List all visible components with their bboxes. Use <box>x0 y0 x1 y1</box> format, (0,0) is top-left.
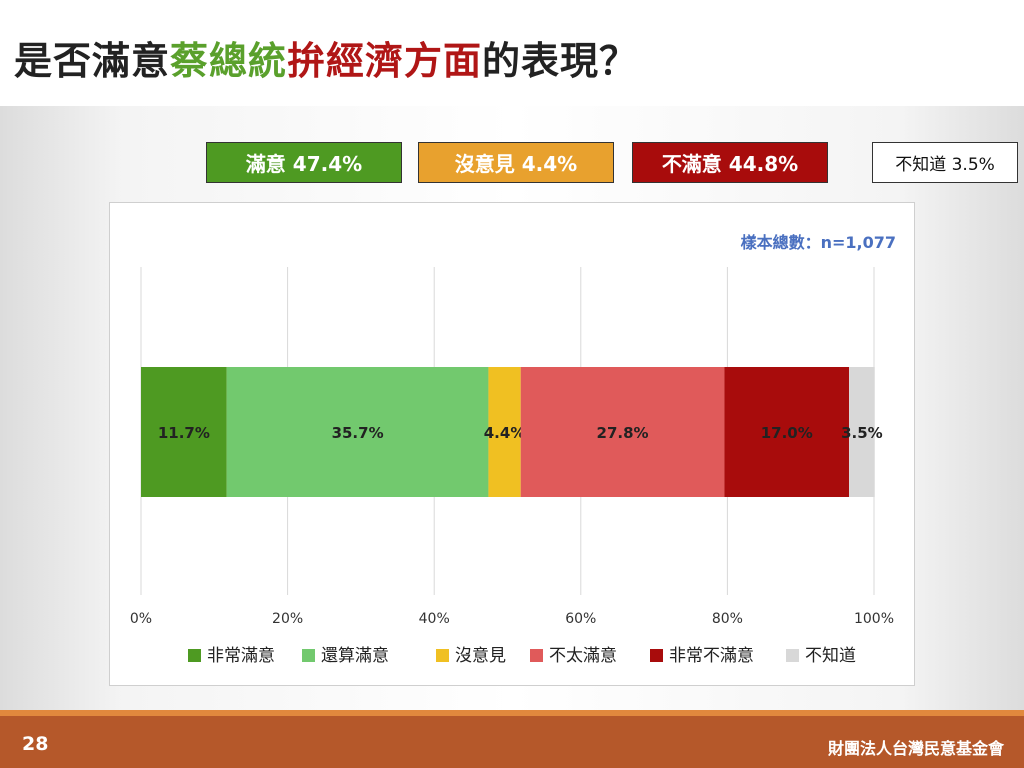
legend-label: 非常不滿意 <box>669 646 754 666</box>
title-part-1: 是否滿意 <box>14 39 171 83</box>
x-tick-label: 0% <box>130 611 152 627</box>
summary-satisfied: 滿意 47.4% <box>206 142 402 183</box>
data-label: 4.4% <box>484 424 526 442</box>
x-tick-label: 80% <box>712 611 743 627</box>
x-tick-label: 60% <box>565 611 596 627</box>
data-label: 35.7% <box>332 424 384 442</box>
bar-segment <box>849 367 875 497</box>
legend-label: 非常滿意 <box>207 646 275 666</box>
legend-swatch <box>302 649 315 662</box>
footer-bar: 28 財團法人台灣民意基金會 <box>0 710 1024 768</box>
sample-size: 樣本總數：n=1,077 <box>740 233 896 252</box>
summary-dont-know: 不知道 3.5% <box>872 142 1018 183</box>
organization-name: 財團法人台灣民意基金會 <box>827 739 1004 758</box>
legend-swatch <box>650 649 663 662</box>
legend-swatch <box>436 649 449 662</box>
legend-label: 不太滿意 <box>549 646 617 666</box>
title-part-3: 拚經濟方面 <box>287 39 483 83</box>
legend-label: 還算滿意 <box>321 646 389 666</box>
legend-swatch <box>530 649 543 662</box>
bar-segment <box>226 367 489 497</box>
legend-label: 沒意見 <box>455 646 506 666</box>
legend-swatch <box>188 649 201 662</box>
legend-swatch <box>786 649 799 662</box>
data-label: 17.0% <box>761 424 813 442</box>
summary-dissatisfied: 不滿意 44.8% <box>632 142 828 183</box>
bar-segment <box>141 367 227 497</box>
data-label: 27.8% <box>597 424 649 442</box>
title-part-4: 的表現？ <box>482 39 639 83</box>
x-tick-label: 40% <box>419 611 450 627</box>
stacked-bar-chart: 0% 20% 40% 60% 80% 100% 11.7% 35.7% 4.4% 27.8% 17.… <box>130 267 894 666</box>
title-part-2: 蔡總統 <box>170 39 288 83</box>
data-label: 3.5% <box>841 424 883 442</box>
data-label: 11.7% <box>158 424 210 442</box>
legend-label: 不知道 <box>805 646 856 666</box>
x-tick-label: 20% <box>272 611 303 627</box>
bar-segment <box>520 367 725 497</box>
bar-segment <box>724 367 850 497</box>
x-tick-label: 100% <box>854 611 894 627</box>
bar-segment <box>488 367 521 497</box>
page-title: 是否滿意蔡總統拚經濟方面的表現？ <box>14 30 639 83</box>
page-number: 28 <box>22 733 49 755</box>
summary-no-opinion: 沒意見 4.4% <box>418 142 614 183</box>
chart-panel: 樣本總數：n=1,077 0% 20% 40% 60% 80% 100% 11.7% 35.7… <box>109 202 915 686</box>
